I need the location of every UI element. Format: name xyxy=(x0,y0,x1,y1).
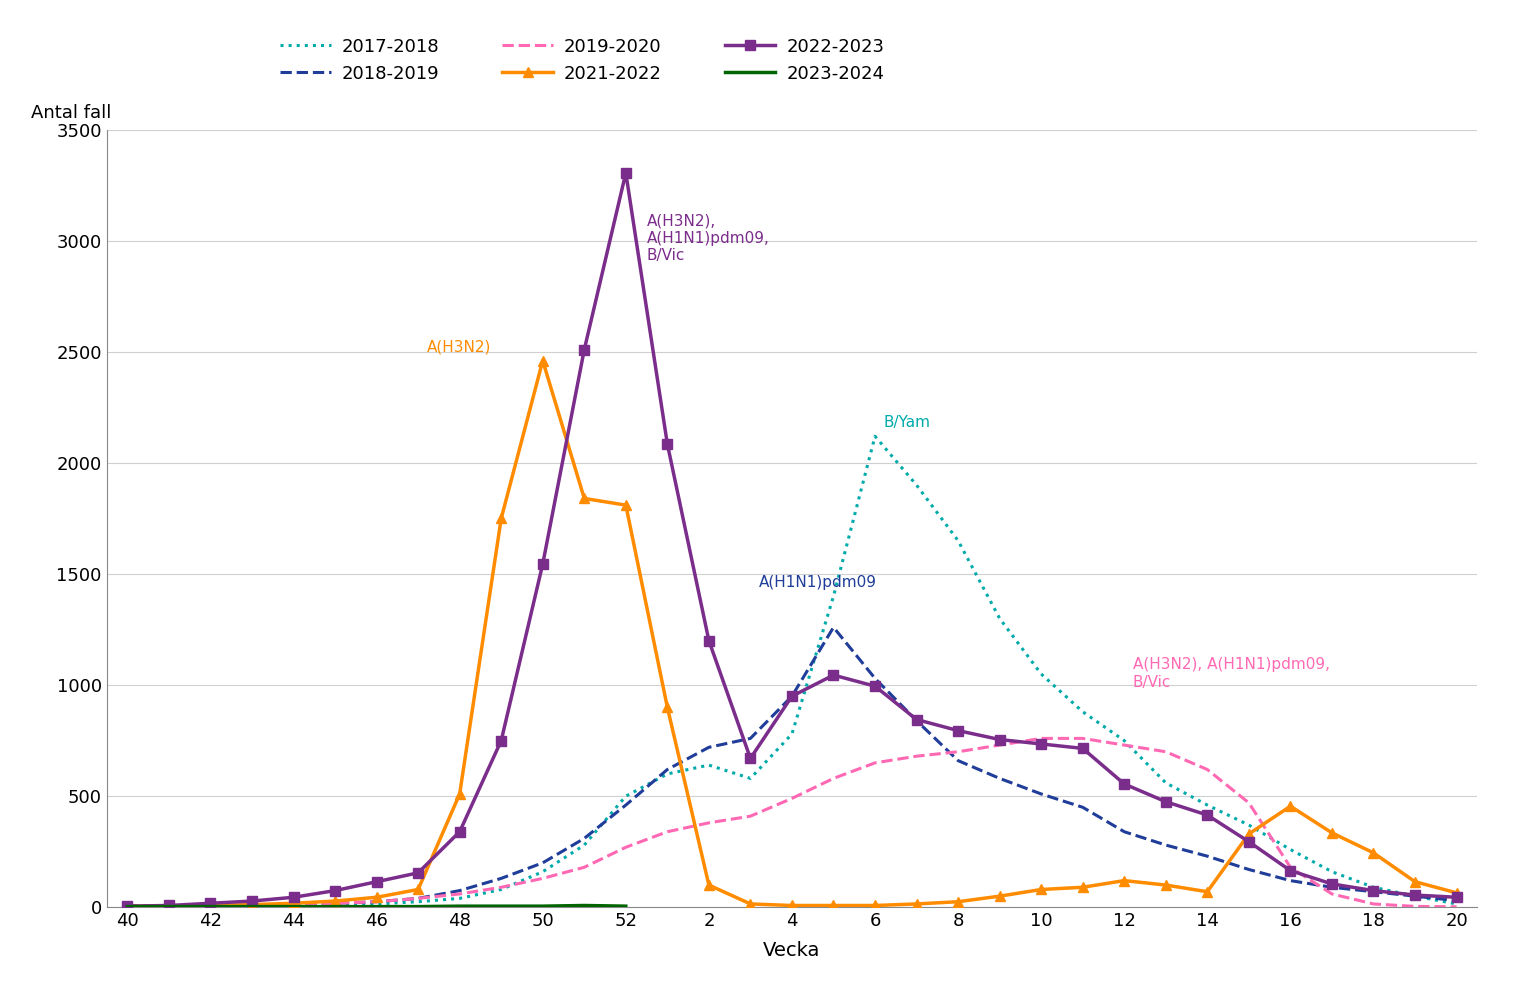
Text: A(H1N1)pdm09: A(H1N1)pdm09 xyxy=(758,574,877,589)
Text: Antal fall: Antal fall xyxy=(32,104,111,122)
Text: A(H3N2),
A(H1N1)pdm09,
B/Vic: A(H3N2), A(H1N1)pdm09, B/Vic xyxy=(647,213,769,263)
Text: A(H3N2), A(H1N1)pdm09,
B/Vic: A(H3N2), A(H1N1)pdm09, B/Vic xyxy=(1133,657,1330,690)
Text: B/Yam: B/Yam xyxy=(883,415,931,430)
Text: A(H3N2): A(H3N2) xyxy=(426,339,490,354)
Legend: 2017-2018, 2018-2019, 2019-2020, 2021-2022, 2022-2023, 2023-2024: 2017-2018, 2018-2019, 2019-2020, 2021-20… xyxy=(280,38,885,83)
X-axis label: Vecka: Vecka xyxy=(763,941,821,960)
